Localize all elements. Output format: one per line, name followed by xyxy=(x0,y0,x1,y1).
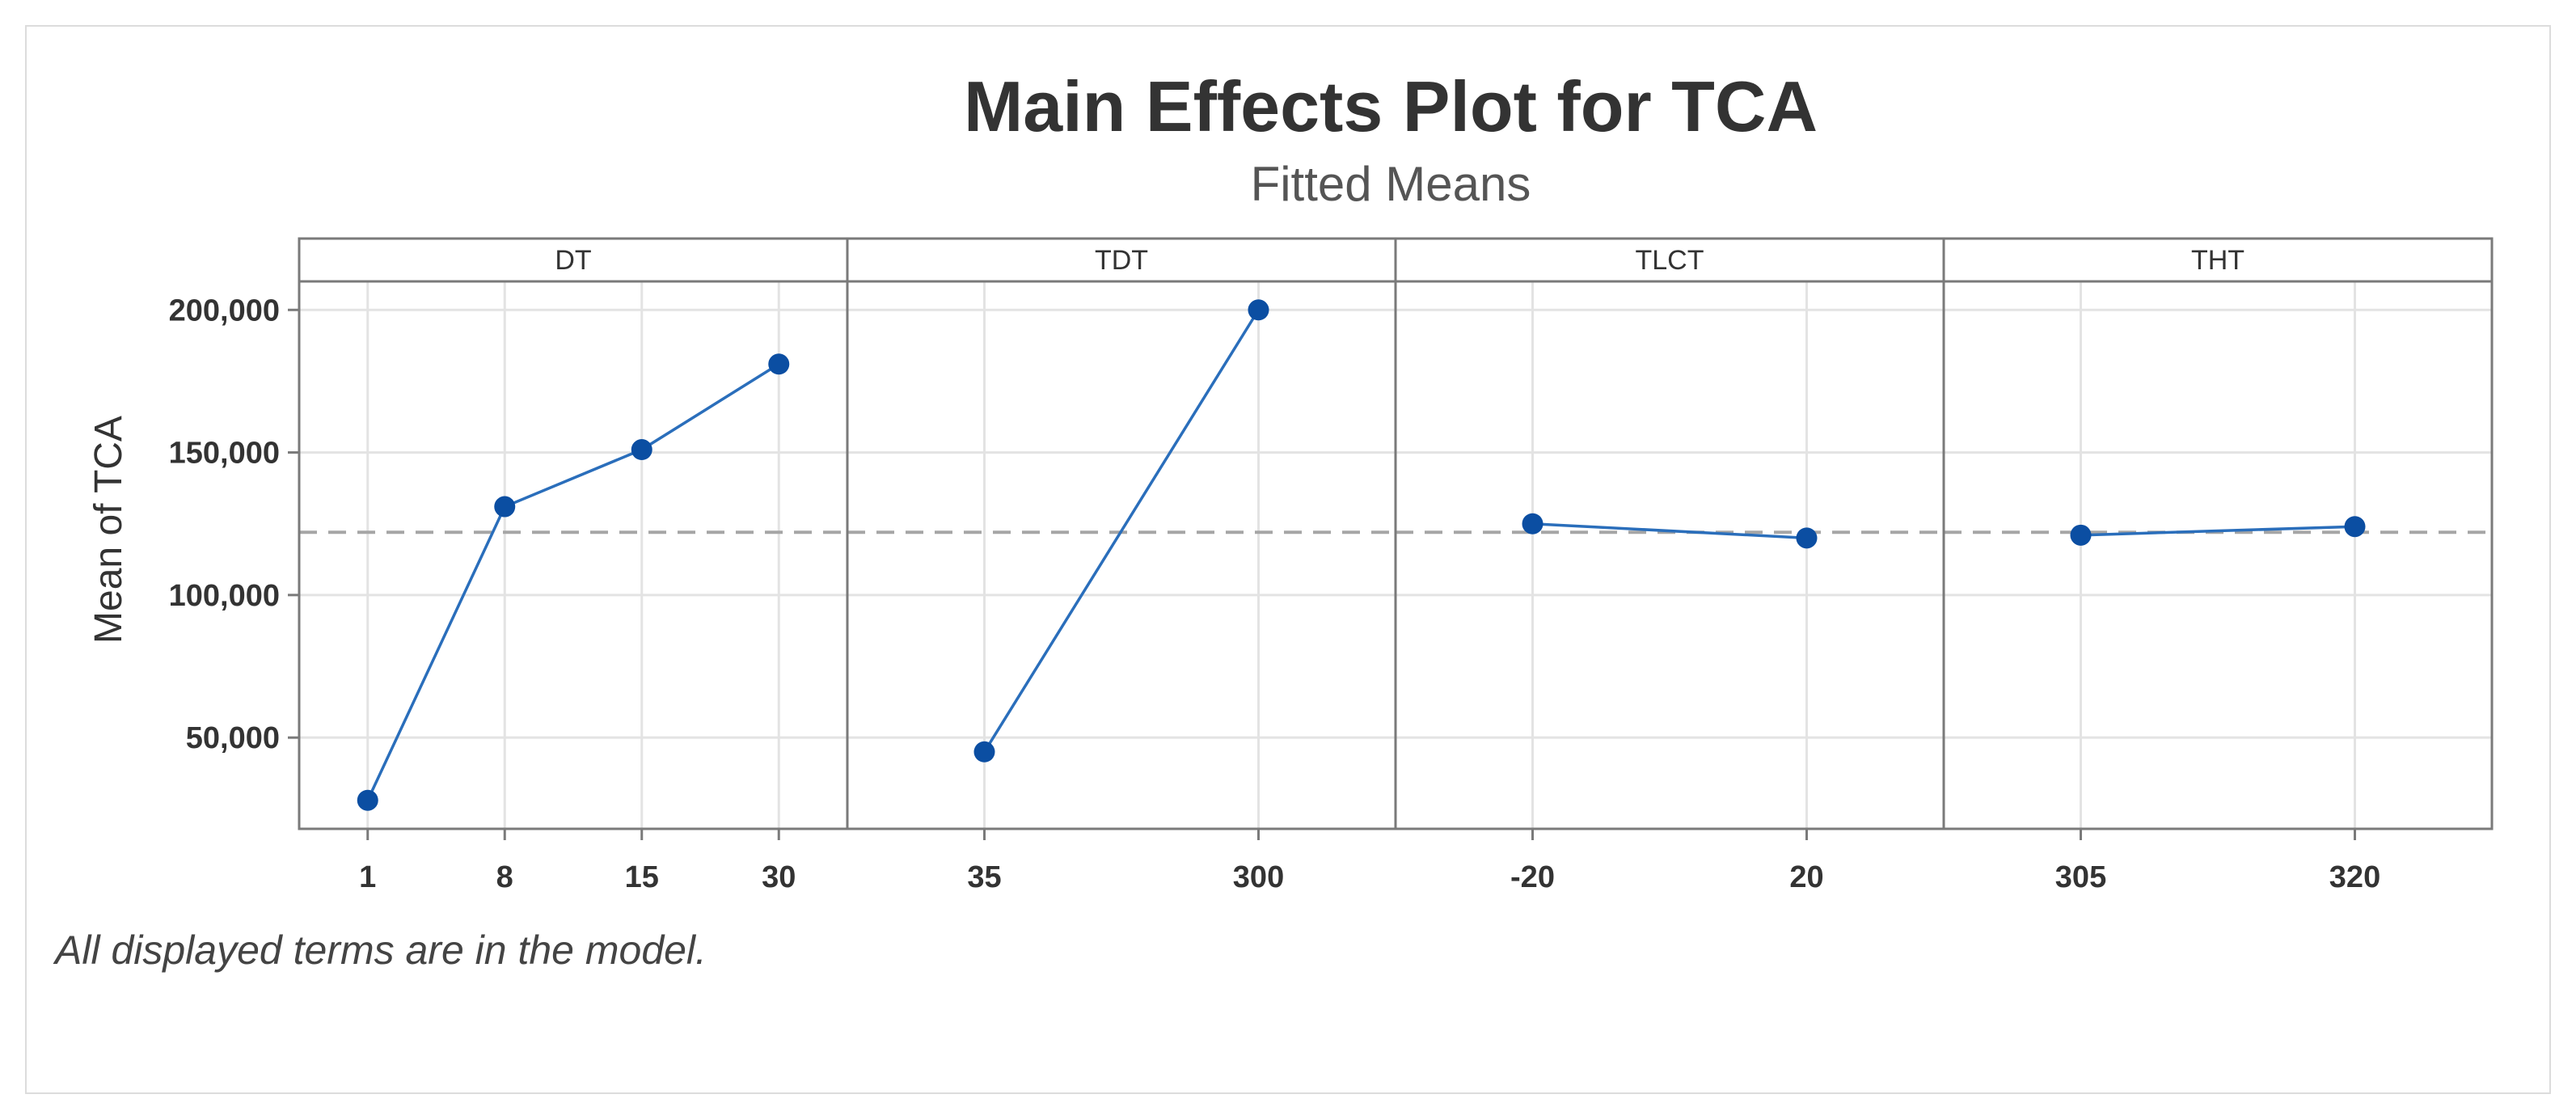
data-point xyxy=(768,353,790,375)
panel-header-label: DT xyxy=(555,245,591,276)
footnote: All displayed terms are in the model. xyxy=(53,927,707,973)
data-point xyxy=(2344,516,2366,538)
x-tick-label: 15 xyxy=(625,860,659,894)
panel-header-label: TDT xyxy=(1095,245,1148,276)
series-line-dt xyxy=(366,362,780,801)
y-tick-label: 200,000 xyxy=(169,294,280,327)
y-tick-label: 50,000 xyxy=(186,721,280,755)
series-line-tdt xyxy=(983,309,1260,753)
data-point xyxy=(631,439,652,461)
x-tick-label: 300 xyxy=(1233,860,1284,894)
x-tick-label: 20 xyxy=(1789,860,1823,894)
y-tick-label: 100,000 xyxy=(169,579,280,613)
x-tick-label: -20 xyxy=(1510,860,1555,894)
data-point xyxy=(494,496,516,518)
y-axis-label: Mean of TCA xyxy=(87,416,130,644)
x-tick-label: 1 xyxy=(359,860,376,894)
panel-header-tdt xyxy=(846,237,1397,283)
x-tick-label: 35 xyxy=(967,860,1001,894)
data-point xyxy=(973,741,995,763)
x-tick-label: 320 xyxy=(2329,860,2380,894)
data-point xyxy=(1522,513,1543,534)
chart-frame xyxy=(25,25,2551,1094)
data-point xyxy=(1248,299,1269,321)
panel-frame-tht xyxy=(1942,280,2494,830)
panel-header-label: TLCT xyxy=(1636,245,1704,276)
data-point xyxy=(2070,524,2092,546)
chart-title: Main Effects Plot for TCA xyxy=(964,66,1818,146)
data-point xyxy=(1796,527,1818,549)
x-tick-label: 305 xyxy=(2055,860,2106,894)
x-tick-label: 8 xyxy=(496,860,513,894)
series-line-tht xyxy=(2080,525,2355,537)
chart-subtitle: Fitted Means xyxy=(1251,157,1531,211)
series-line-tlct xyxy=(1532,522,1807,540)
y-tick-label: 150,000 xyxy=(169,437,280,471)
panel-header-label: THT xyxy=(2191,245,2244,276)
data-point xyxy=(357,789,378,811)
x-tick-label: 30 xyxy=(762,860,796,894)
panels-layer: DT 1 8 15 30 TDT 35 300 TLCT -20 20 THT 305 320 50,000… xyxy=(169,237,2494,894)
